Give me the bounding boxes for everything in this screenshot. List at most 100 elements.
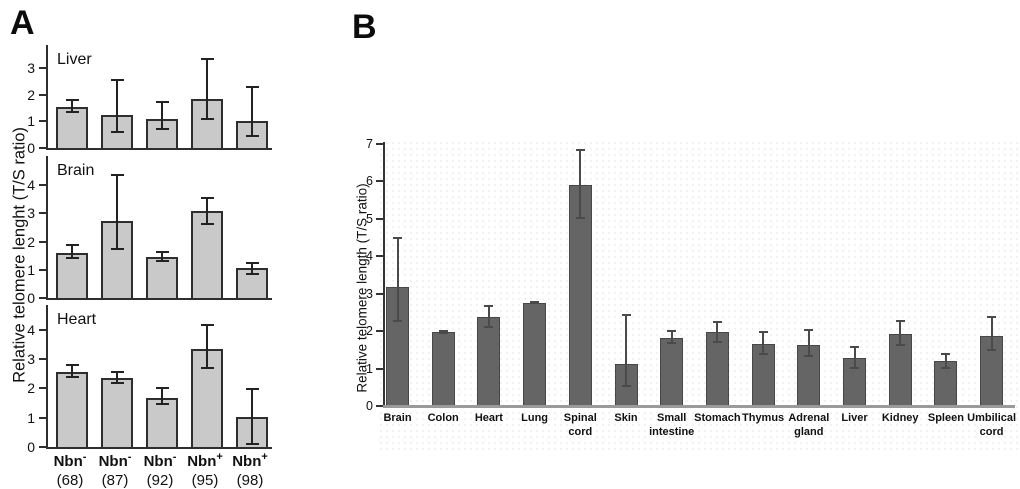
error-bar-cap-top [393, 236, 402, 239]
y-tick-label: 4 [27, 321, 35, 338]
error-bar-line [71, 244, 73, 259]
bar-brain-1 [56, 252, 88, 298]
y-tick-mark [39, 120, 46, 123]
error-bar-cap-top [987, 315, 997, 318]
error-bar-cap-top [712, 321, 722, 324]
error-bar-cap-bottom [155, 260, 169, 263]
bar-heart-3 [146, 398, 178, 447]
x-category-label-colon: Colon [428, 412, 459, 426]
x-category-label: Nbn+ (98) [232, 448, 268, 489]
bar-brain-4 [191, 211, 223, 298]
error-bar-line [899, 320, 902, 347]
error-bar-cap-bottom [804, 355, 814, 358]
genotype-sign: + [261, 451, 268, 463]
error-bar-line [853, 346, 856, 369]
x-category-line: Adrenal [788, 412, 830, 424]
subplot-title-brain: Brain [57, 162, 95, 179]
bar-heart [477, 317, 501, 405]
y-tick-mark [39, 416, 46, 419]
error-bar-cap-top [941, 352, 951, 355]
error-bar-cap-bottom [245, 134, 259, 137]
error-bar-line [944, 352, 947, 369]
x-category-line: intestine [649, 425, 695, 438]
x-category-label-brain: Brain [383, 412, 411, 426]
x-category-label-thymus: Thymus [742, 412, 784, 426]
error-bar-cap-top [155, 100, 169, 103]
y-tick-mark [376, 330, 383, 333]
y-tick-mark [39, 184, 46, 187]
error-bar-cap-bottom [110, 248, 124, 251]
error-bar-cap-top [110, 371, 124, 374]
error-bar-cap-bottom [245, 443, 259, 446]
y-tick-mark [376, 143, 383, 145]
y-tick-mark [376, 180, 383, 183]
genotype-sign: - [82, 451, 87, 463]
panel-b-bars [385, 143, 1015, 405]
error-bar-cap-top [200, 196, 214, 199]
y-tick-mark [376, 217, 383, 220]
sample-count-label: (98) [236, 472, 264, 489]
y-tick-mark [376, 255, 383, 258]
error-bar-cap-top [758, 331, 768, 334]
x-category-line: Spinal [563, 412, 597, 424]
genotype-label: Nbn- [53, 451, 87, 470]
y-tick-label: 4 [366, 249, 373, 264]
x-category-line: Stomach [694, 412, 741, 424]
error-bar-cap-bottom [65, 375, 79, 378]
panel-a-y-axis-label: Relative telomere lenght (T/S ratio) [10, 127, 29, 383]
genotype-label: Nbn- [98, 451, 132, 470]
error-bar-cap-top [804, 328, 814, 331]
error-bar-cap-top [200, 323, 214, 326]
error-bar-cap-top [245, 262, 259, 265]
error-bar-cap-bottom [110, 381, 124, 384]
error-bar-cap-top [850, 346, 859, 349]
y-tick-mark [39, 328, 46, 331]
error-bar-line [161, 251, 163, 263]
y-tick-label: 3 [27, 205, 35, 222]
error-bar-line [625, 314, 627, 387]
error-bar-cap-bottom [987, 348, 997, 351]
error-bar-cap-top [484, 305, 494, 308]
error-bar-cap-bottom [712, 340, 722, 343]
error-bar-cap-top [65, 99, 79, 102]
error-bar-cap-top [667, 330, 677, 333]
error-bar-line [579, 148, 582, 219]
error-bar-cap-bottom [621, 384, 631, 387]
x-category-line: cord [568, 425, 593, 438]
x-category-line: Umbilical [967, 412, 1017, 424]
bar-brain-3 [146, 257, 178, 298]
panel-a-subplot-brain: Brain 0 1 2 3 4 [27, 156, 272, 306]
y-tick-label: 3 [27, 351, 35, 368]
error-bar-line [71, 99, 73, 114]
error-bar-line [487, 305, 490, 328]
x-category-label: Nbn- (87) [99, 448, 132, 489]
x-category-label: Nbn- (68) [54, 448, 87, 489]
x-category-label-stomach: Stomach [694, 412, 740, 426]
error-bar-line [116, 371, 118, 384]
error-bar-line [206, 196, 208, 226]
error-bar-line [161, 100, 163, 131]
error-bar-line [396, 236, 399, 322]
x-category-label-adrenal-gland: Adrenal gland [788, 412, 829, 439]
error-bar-cap-bottom [110, 131, 124, 134]
x-category-line: Spleen [927, 412, 964, 424]
sample-count-label: (87) [101, 472, 129, 489]
genotype-label: Nbn- [143, 451, 177, 470]
error-bar-cap-top [245, 388, 259, 391]
genotype-sign: + [216, 451, 223, 463]
x-category-line: cord [979, 425, 1004, 438]
y-tick-mark [39, 93, 46, 96]
x-category-label-umbilical-cord: Umbilical cord [967, 412, 1016, 439]
y-tick-mark [376, 405, 383, 407]
y-tick-label: 2 [27, 380, 35, 397]
y-tick-mark [39, 387, 46, 390]
panel-a-subplot-heart: Heart 0 1 2 3 4 [27, 305, 272, 455]
x-category-label-lung: Lung [521, 412, 548, 426]
y-tick-mark [39, 66, 46, 69]
y-tick-mark [39, 268, 46, 271]
y-tick-mark [39, 147, 46, 149]
error-bar-line [206, 323, 208, 369]
error-bar-cap-top [895, 320, 905, 323]
x-category-label-kidney: Kidney [882, 412, 919, 426]
